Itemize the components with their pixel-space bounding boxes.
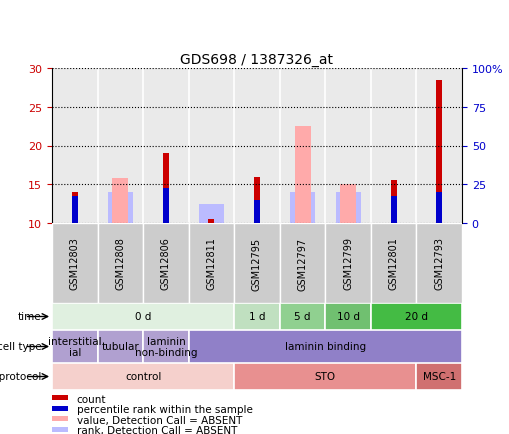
- Bar: [52, 303, 234, 330]
- Text: GSM12806: GSM12806: [160, 237, 171, 290]
- Bar: [97, 224, 143, 303]
- Text: GSM12801: GSM12801: [388, 237, 398, 290]
- Text: 5 d: 5 d: [294, 312, 310, 322]
- Text: 20 d: 20 d: [404, 312, 427, 322]
- Bar: [199, 204, 223, 224]
- Bar: [107, 193, 133, 224]
- Text: GSM12808: GSM12808: [115, 237, 125, 290]
- Bar: [279, 303, 325, 330]
- Bar: [325, 224, 370, 303]
- Bar: [188, 330, 461, 363]
- Bar: [52, 416, 68, 421]
- Bar: [188, 69, 234, 224]
- Bar: [97, 330, 143, 363]
- Bar: [52, 427, 68, 432]
- Text: GSM12793: GSM12793: [433, 237, 443, 290]
- Text: percentile rank within the sample: percentile rank within the sample: [76, 404, 252, 414]
- Bar: [188, 224, 234, 303]
- Text: 10 d: 10 d: [336, 312, 359, 322]
- Bar: [72, 193, 77, 224]
- Bar: [97, 69, 143, 224]
- Bar: [234, 303, 279, 330]
- Text: cell type: cell type: [0, 342, 42, 352]
- Text: rank, Detection Call = ABSENT: rank, Detection Call = ABSENT: [76, 425, 237, 434]
- Bar: [325, 69, 370, 224]
- Text: GSM12795: GSM12795: [251, 237, 262, 290]
- Bar: [162, 154, 168, 224]
- Text: growth protocol: growth protocol: [0, 372, 42, 381]
- Text: STO: STO: [314, 372, 335, 381]
- Bar: [435, 193, 441, 224]
- Bar: [234, 69, 279, 224]
- Title: GDS698 / 1387326_at: GDS698 / 1387326_at: [180, 53, 333, 66]
- Text: 1 d: 1 d: [248, 312, 265, 322]
- Text: GSM12803: GSM12803: [70, 237, 79, 290]
- Bar: [52, 363, 234, 390]
- Bar: [52, 69, 97, 224]
- Bar: [340, 185, 355, 224]
- Bar: [370, 224, 416, 303]
- Bar: [52, 395, 68, 401]
- Bar: [208, 220, 214, 224]
- Bar: [435, 80, 441, 224]
- Bar: [143, 224, 188, 303]
- Text: GSM12797: GSM12797: [297, 237, 307, 290]
- Text: interstitial
ial: interstitial ial: [48, 336, 101, 358]
- Text: GSM12799: GSM12799: [343, 237, 352, 290]
- Bar: [52, 406, 68, 411]
- Text: tubular: tubular: [101, 342, 139, 352]
- Text: control: control: [125, 372, 161, 381]
- Text: laminin binding: laminin binding: [284, 342, 365, 352]
- Bar: [416, 69, 461, 224]
- Bar: [370, 303, 461, 330]
- Bar: [294, 127, 310, 224]
- Bar: [335, 193, 360, 224]
- Bar: [52, 330, 97, 363]
- Text: laminin
non-binding: laminin non-binding: [134, 336, 197, 358]
- Bar: [253, 200, 260, 224]
- Bar: [112, 179, 128, 224]
- Bar: [253, 177, 260, 224]
- Bar: [72, 197, 77, 224]
- Bar: [234, 224, 279, 303]
- Bar: [416, 224, 461, 303]
- Bar: [325, 303, 370, 330]
- Bar: [143, 69, 188, 224]
- Text: 0 d: 0 d: [135, 312, 151, 322]
- Bar: [279, 69, 325, 224]
- Bar: [416, 363, 461, 390]
- Bar: [290, 193, 315, 224]
- Bar: [234, 363, 416, 390]
- Bar: [390, 181, 396, 224]
- Bar: [143, 330, 188, 363]
- Text: value, Detection Call = ABSENT: value, Detection Call = ABSENT: [76, 415, 241, 425]
- Bar: [370, 69, 416, 224]
- Text: GSM12811: GSM12811: [206, 237, 216, 290]
- Bar: [279, 224, 325, 303]
- Bar: [390, 197, 396, 224]
- Text: count: count: [76, 394, 106, 404]
- Bar: [52, 224, 97, 303]
- Text: MSC-1: MSC-1: [422, 372, 455, 381]
- Text: time: time: [18, 312, 42, 322]
- Bar: [162, 189, 168, 224]
